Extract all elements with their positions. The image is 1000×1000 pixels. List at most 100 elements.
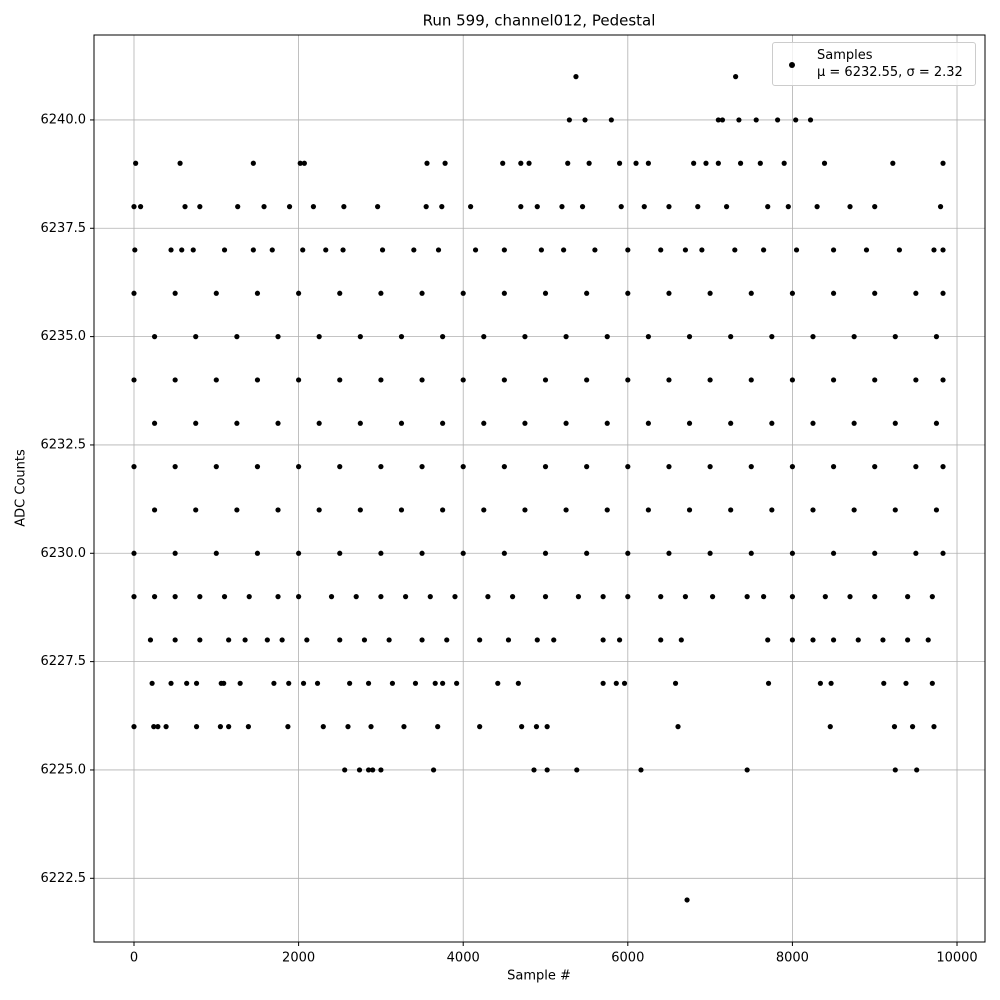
point xyxy=(172,637,178,643)
point xyxy=(542,550,549,556)
point xyxy=(250,160,256,166)
legend-marker xyxy=(789,62,795,68)
point xyxy=(522,420,528,426)
point xyxy=(761,247,767,253)
point xyxy=(440,334,446,340)
point xyxy=(481,507,487,513)
point xyxy=(197,637,203,643)
point xyxy=(235,204,241,210)
point xyxy=(789,594,796,600)
point xyxy=(481,334,487,340)
point xyxy=(353,594,359,600)
point xyxy=(501,550,507,556)
point xyxy=(925,637,931,643)
point xyxy=(769,507,775,513)
legend: Samples μ = 6232.55, σ = 2.32 xyxy=(772,42,976,86)
point xyxy=(472,247,479,253)
point xyxy=(703,160,709,166)
point xyxy=(929,594,935,600)
point xyxy=(221,680,227,686)
point xyxy=(781,160,787,166)
point xyxy=(821,160,828,166)
y-tick-label: 6222.5 xyxy=(41,871,87,886)
y-tick-label: 6227.5 xyxy=(41,654,87,669)
point xyxy=(618,204,624,210)
point xyxy=(337,637,343,643)
point xyxy=(151,594,158,600)
point xyxy=(412,680,419,686)
point xyxy=(357,420,363,426)
point xyxy=(501,290,507,296)
point xyxy=(872,550,878,556)
point xyxy=(645,160,651,166)
point xyxy=(830,464,837,470)
point xyxy=(682,247,689,253)
point xyxy=(645,420,651,426)
point xyxy=(728,334,734,340)
point xyxy=(151,420,158,426)
point xyxy=(855,637,861,643)
point xyxy=(501,377,507,383)
point xyxy=(172,594,178,600)
point xyxy=(678,637,684,643)
point xyxy=(314,680,321,686)
point xyxy=(522,507,528,513)
point xyxy=(254,464,261,470)
point xyxy=(316,334,322,340)
point xyxy=(401,724,407,730)
point xyxy=(765,204,771,210)
point xyxy=(715,117,721,123)
point xyxy=(184,680,190,686)
point xyxy=(213,464,219,470)
point xyxy=(419,637,425,643)
point xyxy=(234,507,240,513)
point xyxy=(929,680,935,686)
point xyxy=(361,637,368,643)
point xyxy=(386,637,392,643)
point xyxy=(190,247,196,253)
point xyxy=(699,247,705,253)
point xyxy=(460,290,466,296)
point xyxy=(378,550,384,556)
point xyxy=(561,247,567,253)
point xyxy=(370,767,376,773)
point xyxy=(460,377,466,383)
point xyxy=(686,420,693,426)
point xyxy=(645,334,651,340)
point xyxy=(304,637,310,643)
point xyxy=(566,117,572,123)
x-tick-label: 4000 xyxy=(447,951,480,966)
point xyxy=(534,637,540,643)
point xyxy=(193,724,200,730)
point xyxy=(296,594,302,600)
point xyxy=(477,637,483,643)
point xyxy=(880,637,886,643)
point xyxy=(316,420,322,426)
point xyxy=(872,464,878,470)
point xyxy=(579,204,586,210)
point xyxy=(814,204,820,210)
point xyxy=(297,160,303,166)
point xyxy=(246,594,252,600)
point xyxy=(905,637,911,643)
point xyxy=(582,117,588,123)
point xyxy=(234,420,240,426)
point xyxy=(761,594,767,600)
point xyxy=(872,204,878,210)
point xyxy=(172,464,178,470)
point xyxy=(666,550,672,556)
point xyxy=(616,637,623,643)
point xyxy=(182,204,188,210)
point xyxy=(810,507,816,513)
point xyxy=(245,724,251,730)
point xyxy=(789,290,796,296)
point xyxy=(419,377,425,383)
point xyxy=(604,420,610,426)
point xyxy=(254,377,261,383)
point xyxy=(509,594,516,600)
point xyxy=(658,594,664,600)
point xyxy=(296,550,302,556)
point xyxy=(172,550,178,556)
y-tick-label: 6230.0 xyxy=(41,546,87,561)
point xyxy=(933,334,940,340)
